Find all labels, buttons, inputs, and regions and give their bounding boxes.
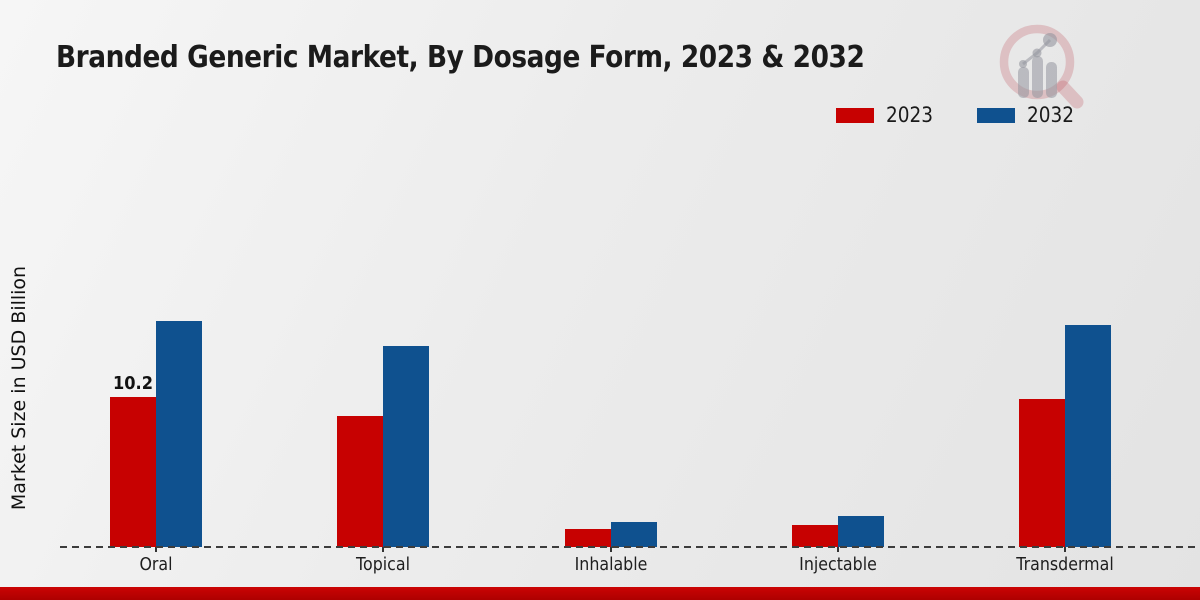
legend-swatch-2032 xyxy=(977,107,1016,123)
category-label-inhalable: Inhalable xyxy=(574,554,647,575)
bar-inhalable-2023 xyxy=(564,529,611,547)
bar-injectable-2032 xyxy=(837,516,884,547)
category-label-oral: Oral xyxy=(139,554,173,575)
bar-inhalable-2032 xyxy=(610,522,657,547)
legend-item-2023: 2023 xyxy=(836,103,939,127)
bar-topical-2032 xyxy=(383,346,430,547)
bar-value-label: 10.2 xyxy=(113,373,153,394)
bar-transdermal-2032 xyxy=(1065,325,1111,547)
magnifier-bar-chart-logo-icon xyxy=(999,24,1084,109)
y-axis-label: Market Size in USD Billion xyxy=(8,265,30,511)
bottom-accent-bar xyxy=(0,587,1200,600)
category-label-topical: Topical xyxy=(356,554,411,575)
legend-swatch-2023 xyxy=(836,107,874,123)
x-axis-tick xyxy=(609,547,612,552)
bar-oral-2032 xyxy=(156,321,202,547)
chart-title: Branded Generic Market, By Dosage Form, … xyxy=(56,40,865,75)
bar-oral-2023 xyxy=(110,397,156,547)
legend-item-2032: 2032 xyxy=(977,103,1080,127)
x-axis-tick xyxy=(836,547,839,552)
x-axis-tick xyxy=(382,547,385,552)
legend-label-2023: 2023 xyxy=(886,103,934,127)
bar-topical-2023 xyxy=(337,416,384,547)
bar-injectable-2023 xyxy=(791,525,838,547)
legend-label-2032: 2032 xyxy=(1027,103,1075,127)
x-axis-tick xyxy=(155,547,157,552)
x-axis-baseline xyxy=(60,546,1200,548)
category-label-transdermal: Transdermal xyxy=(1016,554,1114,575)
bar-transdermal-2023 xyxy=(1019,399,1065,547)
x-axis-tick xyxy=(1064,547,1066,552)
category-label-injectable: Injectable xyxy=(798,554,877,575)
legend: 2023 2032 xyxy=(836,103,1081,127)
